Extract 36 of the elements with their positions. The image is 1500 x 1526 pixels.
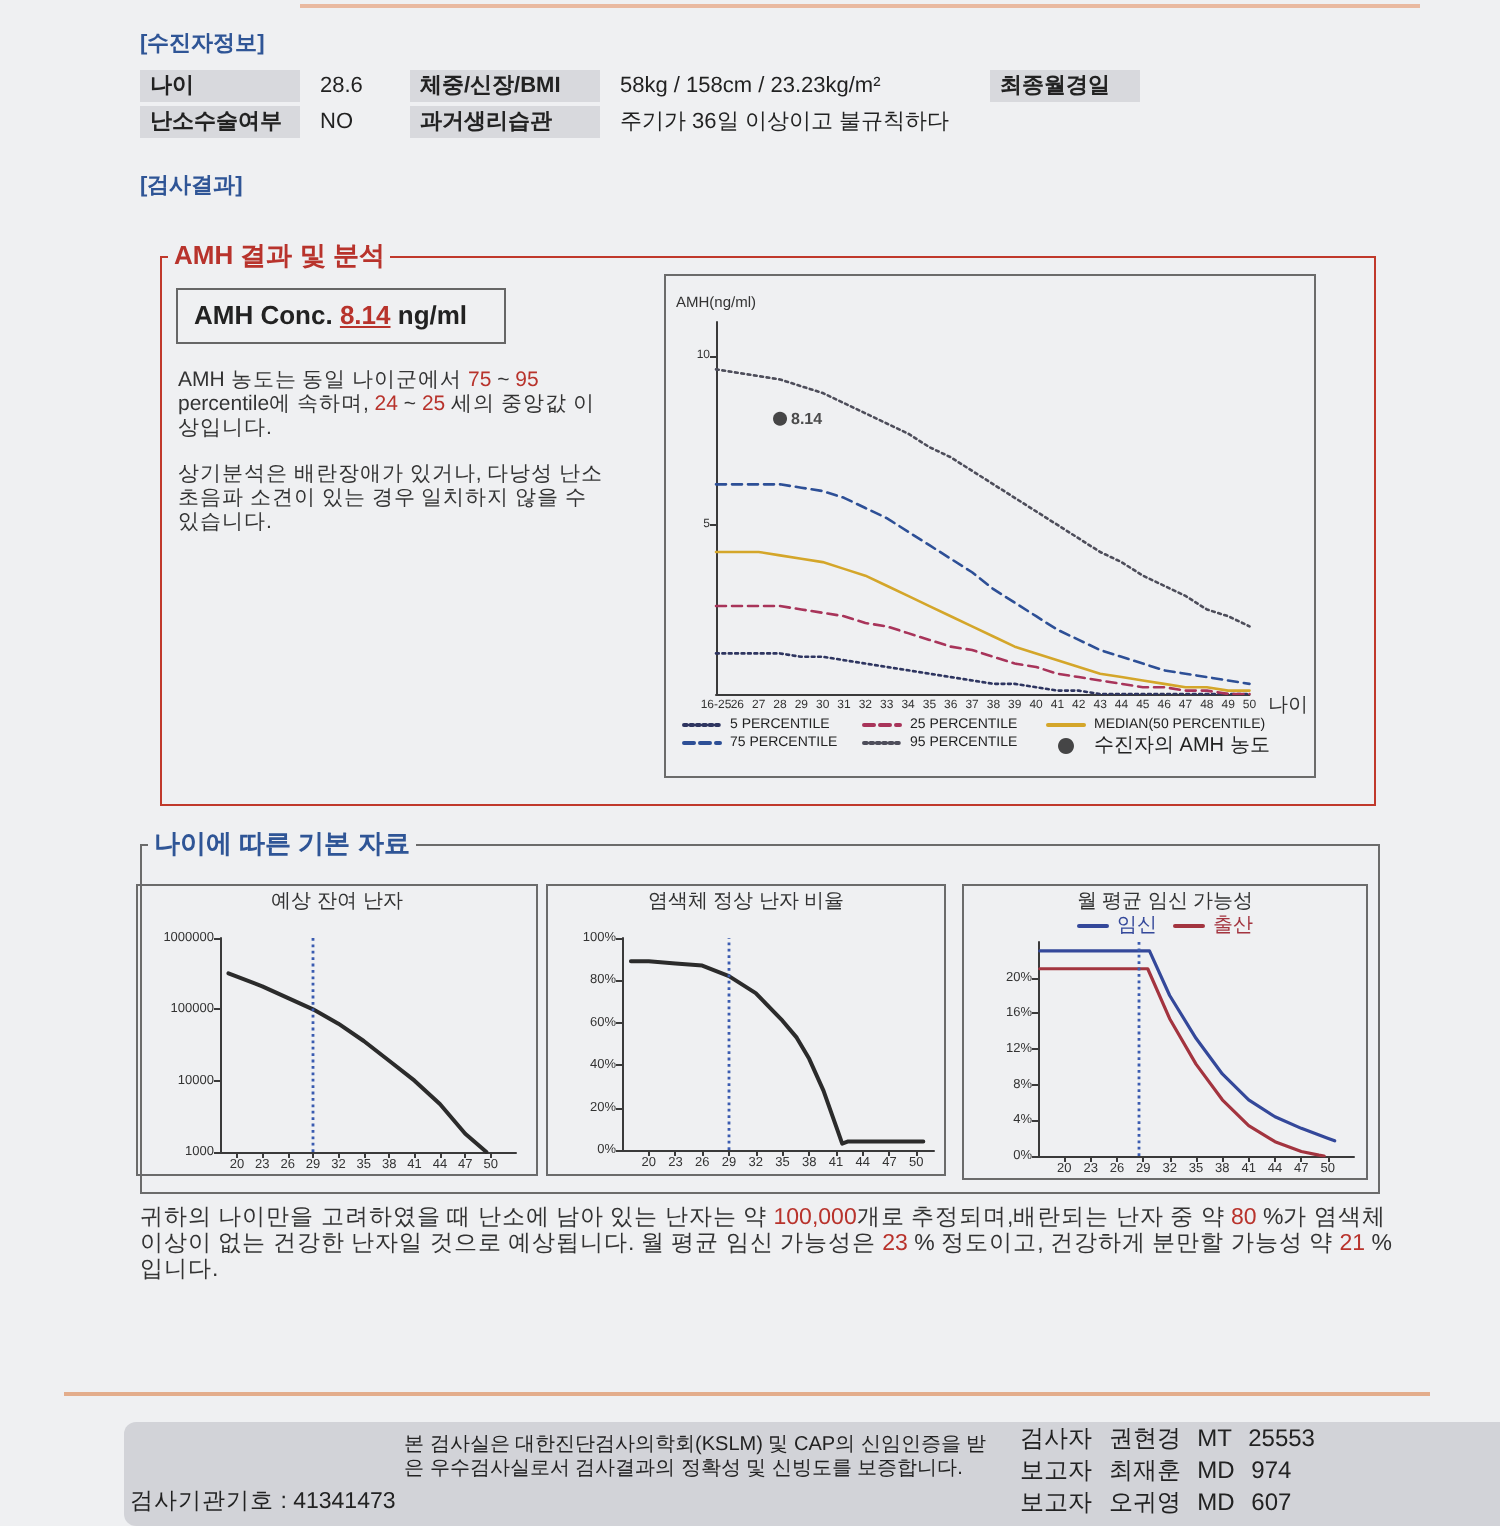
text: 본 검사실은 대한진단검사의학회(KSLM) 및 CAP의 신임인증을 받은 우수검사실로서 검사결과의 정확성 및 신빙도를 보증합니다.	[404, 1434, 989, 1482]
text: 58kg / 158cm / 23.23kg/m²	[620, 72, 881, 100]
text: [수진자정보]	[140, 30, 265, 58]
text: 나이에 따른 기본 자료	[148, 828, 416, 860]
text: 28.6	[320, 72, 363, 100]
text: 보고자 오귀영 MD 607	[1020, 1488, 1292, 1518]
legend-label: 수진자의 AMH 농도	[1094, 735, 1270, 757]
text: AMH 결과 및 분석	[168, 240, 391, 272]
legend-label: 임신	[1117, 915, 1157, 937]
text: 상기분석은 배란장애가 있거나, 다낭성 난소 초음파 소견이 있는 경우 일치하지 않을 수 있습니다.	[178, 462, 606, 534]
text: NO	[320, 108, 353, 136]
text: 검사자 권현경 MT 25553	[1020, 1424, 1315, 1454]
text: 검사기관기호 : 41341473	[130, 1488, 396, 1516]
text: 보고자 최재훈 MD 974	[1020, 1456, 1292, 1486]
text: 난소수술여부	[150, 108, 282, 136]
chart-title: 월 평균 임신 가능성	[1076, 891, 1254, 913]
x-axis-title: 나이	[1268, 695, 1308, 717]
line-series	[714, 368, 1251, 628]
line-series	[1038, 967, 1326, 1158]
text: 귀하의 나이만을 고려하였을 때 난소에 남아 있는 난자는 약 100,000개로 추정되며,배란되는 난자 중 약 80 %가 염색체 이상이 없는 건강한 난자일 것으로 예상됩니다. 월 평균 임신 가능성은 23 % 정도이고, 건강하게 분만할 가능성 약 21 % 입니다.	[140, 1206, 1392, 1282]
text: [검사결과]	[140, 172, 243, 200]
chart-title: 염색체 정상 난자 비율	[647, 891, 845, 913]
line-series	[226, 971, 489, 1154]
text: 과거생리습관	[420, 108, 552, 136]
text: 나이	[150, 72, 194, 100]
text: AMH Conc. 8.14 ng/ml	[194, 300, 468, 330]
text: AMH 농도는 동일 나이군에서 75 ~ 95 percentile에 속하며, 24 ~ 25 세의 중앙값 이상입니다.	[178, 368, 595, 440]
line-series	[714, 483, 1251, 686]
text: 주기가 36일 이상이고 불규칙하다	[620, 108, 949, 136]
data-label: 8.14	[791, 409, 824, 428]
legend-label: 출산	[1213, 915, 1253, 937]
text: 최종월경일	[1000, 72, 1110, 100]
text: 체중/신장/BMI	[420, 72, 561, 100]
line-series	[1038, 949, 1337, 1143]
chart-title: 예상 잔여 난자	[271, 891, 403, 913]
line-series	[628, 959, 926, 1146]
